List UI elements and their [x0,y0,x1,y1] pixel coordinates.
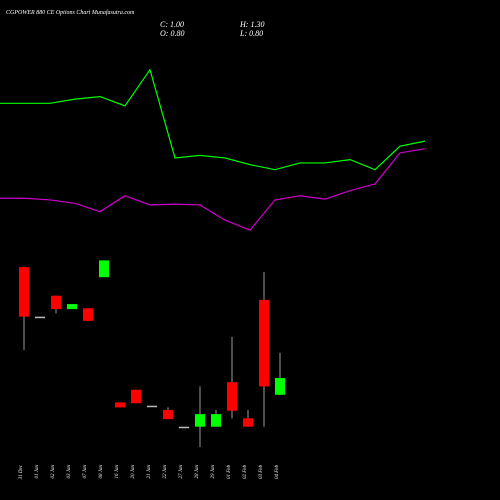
candle-body [211,414,221,427]
x-tick-label: 21 Jan [147,465,152,479]
x-tick-label: 27 Jan [179,465,184,479]
candle-body [227,382,237,411]
candle-body [115,402,125,408]
candle-body [99,260,109,278]
ohlc-high: H: 1.30 [239,20,264,29]
x-tick-label: 03 Jan [67,465,72,479]
indicator-line [0,68,426,171]
ohlc-close: C: 1.00 [160,20,184,29]
x-tick-label: 01 Jan [35,465,40,479]
indicator-line [0,148,426,231]
candle-body [179,426,189,429]
x-tick-label: 01 Feb [227,465,232,480]
x-tick-label: 02 Feb [243,465,248,480]
candle-body [147,405,157,408]
candle-body [19,267,29,317]
candle-body [83,308,93,321]
x-tick-label: 29 Jan [211,465,216,479]
candle-body [131,389,141,404]
x-tick-label: 04 Feb [275,465,280,480]
ohlc-open: O: 0.80 [160,29,184,38]
candle-body [259,299,269,387]
x-tick-label: 20 Jan [131,465,136,479]
x-tick-label: 28 Jan [195,465,200,479]
candle-body [243,418,253,427]
x-tick-label: 08 Jan [99,465,104,479]
x-tick-label: 16 Jan [115,465,120,479]
candle-body [35,316,45,319]
candle-body [51,295,61,310]
candle-body [163,409,173,420]
candle-body [195,414,205,427]
x-tick-label: 07 Jan [83,465,88,479]
candle-body [275,378,285,395]
chart-title: CGPOWER 880 CE Options Chart Munafasutra… [6,9,135,16]
x-tick-label: 31 Dec [19,464,24,479]
candle-body [67,304,77,310]
x-tick-label: 22 Jan [163,465,168,479]
ohlc-low: L: 0.80 [239,29,263,38]
x-tick-label: 02 Jan [51,465,56,479]
x-tick-label: 03 Feb [259,465,264,480]
